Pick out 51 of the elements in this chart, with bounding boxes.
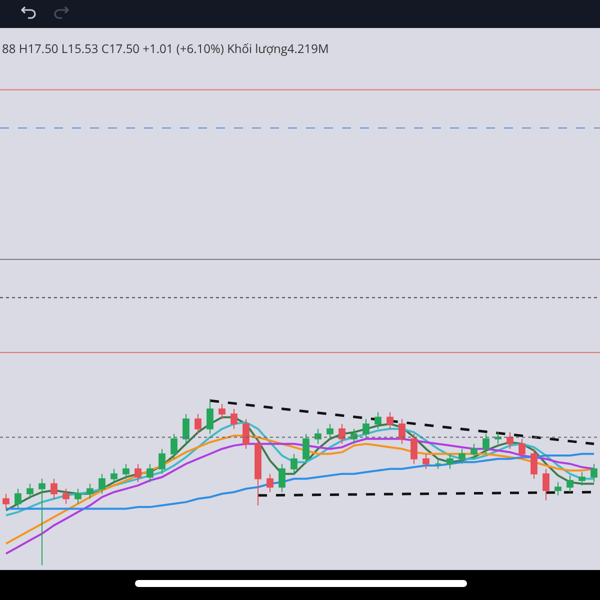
candlestick <box>530 448 538 480</box>
candlestick <box>578 472 586 486</box>
candlestick <box>134 463 142 483</box>
candlestick <box>194 413 202 434</box>
candlestick <box>110 468 118 484</box>
candlestick <box>494 432 502 444</box>
candlestick <box>254 438 262 506</box>
candlestick <box>50 478 58 500</box>
candlestick <box>518 438 526 460</box>
candlestick <box>146 463 154 483</box>
candlestick <box>170 433 178 460</box>
candlestick <box>26 483 34 500</box>
candlestick <box>218 404 226 420</box>
candlestick <box>374 412 382 430</box>
candlestick <box>386 412 394 430</box>
candlestick <box>242 418 250 450</box>
candlestick <box>470 443 478 460</box>
candlestick <box>434 458 442 470</box>
candlestick <box>38 478 46 566</box>
candlestick <box>314 428 322 444</box>
candlestick <box>302 433 310 464</box>
candlestick <box>326 423 334 440</box>
candlestick <box>74 488 82 504</box>
text: 88 H17.50 L15.53 C17.50 +1.01 (+6.10%) Khối lượng4.219M <box>2 40 329 57</box>
candlestick <box>410 433 418 464</box>
candlestick <box>590 463 598 483</box>
candlestick <box>506 432 514 450</box>
candlestick <box>182 413 190 444</box>
candlestick <box>266 473 274 493</box>
candlestick <box>398 418 406 444</box>
candlestick <box>62 488 70 504</box>
candlestick <box>482 433 490 454</box>
candlestick <box>362 418 370 440</box>
candlestick <box>98 473 106 494</box>
candlestick <box>290 453 298 474</box>
candlestick <box>158 448 166 474</box>
candlestick <box>2 493 10 510</box>
candlestick <box>338 423 346 444</box>
candlestick <box>350 428 358 444</box>
candlestick <box>230 408 238 430</box>
candlestick <box>14 488 22 510</box>
candlestick <box>86 483 94 500</box>
candlestick <box>278 463 286 493</box>
candlestick <box>422 453 430 470</box>
candlestick <box>446 453 454 470</box>
candlestick <box>566 474 574 493</box>
candlestick <box>554 482 562 496</box>
candlestick <box>122 463 130 480</box>
candlestick <box>458 448 466 464</box>
candlestick <box>206 398 214 434</box>
candlestick <box>542 468 550 501</box>
